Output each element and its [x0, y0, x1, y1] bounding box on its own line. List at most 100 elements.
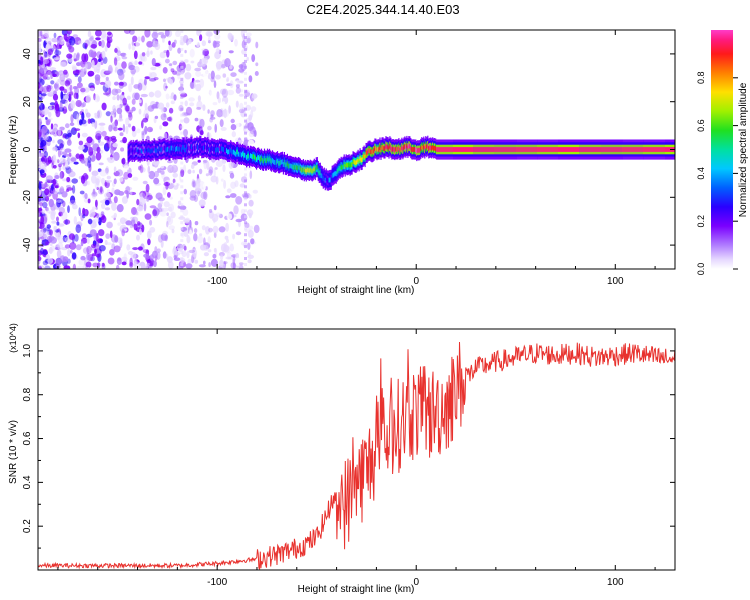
ridge-cell	[487, 147, 490, 152]
noise-speckle	[41, 236, 46, 240]
noise-speckle	[57, 36, 61, 46]
noise-speckle	[197, 235, 204, 244]
ridge-cell	[562, 147, 564, 152]
ridge-cell	[646, 147, 648, 152]
noise-speckle	[194, 37, 198, 46]
noise-speckle	[64, 148, 72, 153]
ridge-cell	[657, 147, 659, 152]
noise-speckle	[75, 100, 82, 107]
ridge-cell	[512, 147, 514, 152]
ridge-cell	[169, 148, 171, 153]
ridge-cell	[276, 158, 279, 164]
ridge-cell	[162, 146, 164, 152]
noise-speckle	[197, 95, 201, 102]
ridge-cell	[201, 145, 203, 151]
spectrogram-axes: -100 0 100 -40 -20 0 20 40	[22, 30, 675, 287]
noise-speckle	[127, 251, 134, 255]
noise-speckle	[114, 88, 122, 94]
noise-speckle	[105, 166, 109, 175]
noise-speckle	[70, 100, 75, 109]
ridge-cell	[547, 147, 549, 152]
noise-speckle	[64, 244, 71, 249]
noise-speckle	[162, 207, 169, 212]
ridge-cell	[576, 147, 578, 152]
ridge-cell	[595, 147, 597, 152]
noise-speckle	[215, 60, 223, 70]
noise-speckle	[111, 202, 117, 211]
noise-speckle	[68, 93, 72, 102]
noise-speckle	[172, 178, 176, 184]
noise-streak	[244, 179, 247, 183]
noise-streak	[180, 161, 184, 165]
noise-streak	[244, 42, 247, 45]
ridge-cell	[149, 148, 151, 154]
ridge-cell	[185, 147, 187, 153]
noise-streak	[244, 233, 247, 237]
noise-speckle	[42, 201, 48, 209]
noise-speckle	[181, 111, 189, 117]
ridge-cell	[253, 154, 255, 159]
ridge-cell	[634, 147, 636, 152]
noise-speckle	[167, 160, 173, 164]
noise-speckle	[222, 73, 227, 78]
ridge-cell	[647, 147, 649, 152]
ridge-cell	[581, 147, 583, 152]
noise-speckle	[71, 252, 77, 260]
noise-speckle	[220, 178, 224, 182]
noise-speckle	[56, 249, 62, 259]
noise-speckle	[69, 122, 75, 126]
noise-speckle	[144, 30, 151, 38]
noise-speckle	[154, 90, 162, 98]
ridge-cell	[332, 172, 334, 178]
noise-speckle	[46, 70, 52, 75]
noise-speckle	[105, 242, 112, 246]
ridge-cell	[540, 147, 542, 152]
ridge-cell	[613, 147, 615, 152]
noise-streak	[180, 47, 184, 51]
noise-speckle	[50, 242, 53, 247]
noise-speckle	[105, 233, 111, 239]
noise-speckle	[58, 163, 62, 168]
noise-speckle	[132, 207, 136, 215]
noise-speckle	[197, 190, 200, 197]
noise-speckle	[39, 77, 43, 83]
noise-speckle	[168, 40, 171, 46]
colorbar-tick-label: 0.8	[696, 72, 706, 85]
noise-speckle	[121, 157, 126, 165]
noise-speckle	[131, 125, 136, 132]
noise-speckle	[159, 200, 164, 205]
noise-streak	[244, 143, 247, 147]
noise-speckle	[101, 202, 106, 209]
noise-speckle	[114, 189, 121, 196]
noise-speckle	[51, 73, 57, 78]
ridge-cell	[319, 170, 321, 176]
noise-speckle	[57, 242, 64, 251]
noise-speckle	[148, 91, 155, 98]
ridge-cell	[191, 144, 193, 149]
noise-speckle	[86, 237, 90, 244]
noise-speckle	[193, 80, 196, 84]
ridge-cell	[460, 147, 462, 152]
ridge-cell	[462, 147, 464, 152]
ridge-cell	[205, 144, 207, 150]
noise-speckle	[76, 82, 83, 89]
noise-speckle	[143, 108, 149, 117]
noise-speckle	[125, 185, 131, 195]
ridge-cell	[464, 147, 466, 152]
noise-speckle	[125, 117, 130, 126]
ridge-cell	[610, 147, 612, 152]
noise-speckle	[126, 95, 131, 101]
noise-speckle	[211, 213, 219, 223]
ridge-cell	[261, 158, 264, 163]
noise-speckle	[226, 188, 232, 193]
ridge-cell	[412, 147, 414, 152]
noise-speckle	[75, 224, 82, 234]
noise-speckle	[46, 138, 51, 147]
noise-speckle	[230, 193, 237, 198]
noise-speckle	[146, 135, 150, 141]
ridge-cell	[277, 160, 280, 166]
noise-speckle	[173, 94, 177, 101]
noise-streak	[180, 209, 184, 213]
colorbar-tick-label: 0.2	[696, 215, 706, 228]
ridge-cell	[206, 145, 208, 151]
